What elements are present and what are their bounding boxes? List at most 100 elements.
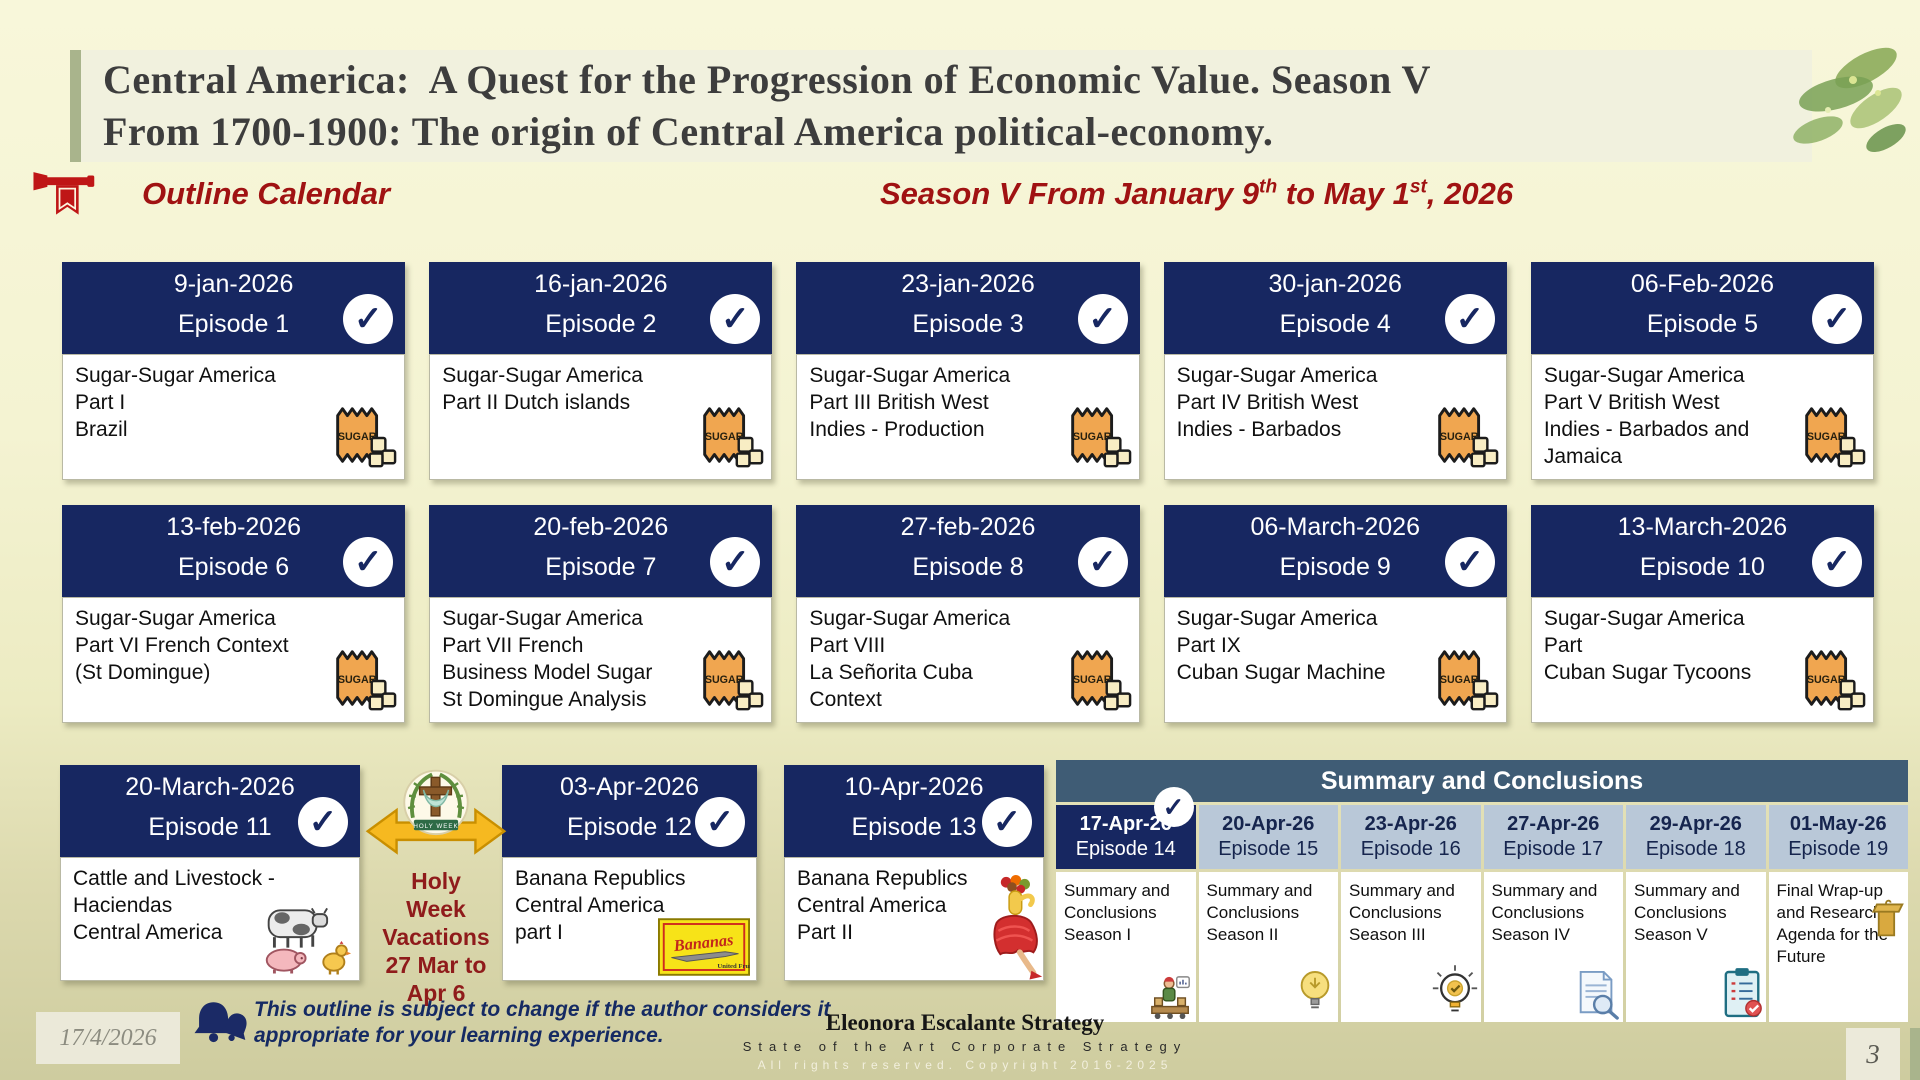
summary-date: 17-Apr-26 — [1079, 813, 1172, 835]
summary-date: 23-Apr-26 — [1364, 813, 1457, 835]
episode-description: Sugar-Sugar America Part III British Wes… — [809, 364, 1011, 441]
episode-card-header: 03-Apr-2026 Episode 12 ✓ — [502, 765, 757, 857]
summary-date: 29-Apr-26 — [1649, 813, 1742, 835]
episode-number: Episode 9 — [1279, 553, 1391, 581]
summary-column: 23-Apr-26 Episode 16 Summary and Conclus… — [1341, 805, 1481, 1022]
episode-card: 13-March-2026 Episode 10 ✓ Sugar-Sugar A… — [1530, 505, 1875, 723]
sugar-bag-icon: SUGAR — [326, 399, 398, 475]
episode-number: Episode 10 — [1639, 553, 1765, 581]
sugar-bag-icon: SUGAR — [693, 642, 765, 718]
svg-text:SUGAR: SUGAR — [338, 673, 377, 685]
summary-description: Final Wrap-up and Research Agenda for th… — [1776, 881, 1889, 967]
summary-column: 01-May-26 Episode 19 Final Wrap-up and R… — [1768, 805, 1908, 1022]
ordinal-suffix: st — [1409, 176, 1427, 198]
episode-description: Sugar-Sugar America Part IX Cuban Sugar … — [1176, 607, 1386, 684]
summary-episode: Episode 15 — [1218, 838, 1319, 860]
slide-title-line2: From 1700-1900: The origin of Central Am… — [103, 109, 1274, 154]
summary-date: 01-May-26 — [1789, 813, 1887, 835]
lightbulb-check-icon — [1431, 964, 1479, 1020]
episode-date: 27-feb-2026 — [900, 513, 1036, 541]
sugar-bag-icon: SUGAR — [1795, 399, 1867, 475]
svg-text:SUGAR: SUGAR — [1440, 673, 1479, 685]
episode-date: 30-jan-2026 — [1268, 270, 1402, 298]
summary-episode: Episode 19 — [1788, 838, 1889, 860]
title-band: Central America: A Quest for the Progres… — [70, 50, 1812, 162]
episode-body: Banana Republics Central America part I … — [502, 857, 764, 981]
episode-description: Sugar-Sugar America Part VIII La Señorit… — [809, 607, 1011, 711]
checkmark-icon: ✓ — [710, 294, 761, 344]
episode-body: Cattle and Livestock - Haciendas Central… — [60, 857, 360, 981]
summary-columns: 17-Apr-26 Episode 14 ✓ Summary and Concl… — [1056, 787, 1908, 1022]
episode-card-header: 10-Apr-2026 Episode 13 ✓ — [784, 765, 1044, 857]
lightbulb-icon — [1294, 966, 1336, 1020]
sugar-bag-icon: SUGAR — [1795, 642, 1867, 718]
episode-card-header: 13-March-2026 Episode 10 ✓ — [1530, 505, 1875, 597]
summary-description: Summary and Conclusions Season IV — [1491, 881, 1598, 945]
summary-column-header: 27-Apr-26 Episode 17 — [1483, 805, 1623, 869]
episode-date: 06-Feb-2026 — [1630, 270, 1774, 298]
summary-body: Summary and Conclusions Season IV — [1483, 872, 1623, 1022]
checkmark-icon: ✓ — [1077, 294, 1128, 344]
episode-card: 06-Feb-2026 Episode 5 ✓ Sugar-Sugar Amer… — [1530, 262, 1875, 480]
brand-name: Eleonora Escalante Strategy — [825, 1010, 1105, 1035]
footer-date-box: 17/4/2026 — [36, 1012, 180, 1064]
summary-column-header: 23-Apr-26 Episode 16 — [1341, 805, 1481, 869]
summary-body: Summary and Conclusions Season III — [1341, 872, 1481, 1022]
checkmark-icon: ✓ — [298, 797, 348, 847]
summary-column-header: 17-Apr-26 Episode 14 ✓ — [1056, 787, 1196, 869]
summary-column-header: 20-Apr-26 Episode 15 — [1198, 805, 1338, 869]
checkmark-icon: ✓ — [1812, 294, 1863, 344]
episode-body: Sugar-Sugar America Part II Dutch island… — [429, 354, 773, 480]
summary-date: 27-Apr-26 — [1507, 813, 1600, 835]
brand-block: Eleonora Escalante Strategy State of the… — [700, 1010, 1230, 1072]
episode-card-header: 23-jan-2026 Episode 3 ✓ — [796, 262, 1140, 354]
episode-number: Episode 1 — [178, 310, 290, 338]
episode-card-header: 06-Feb-2026 Episode 5 ✓ — [1530, 262, 1875, 354]
episode-number: Episode 6 — [178, 553, 290, 581]
season-heading: Season V From January 9th to May 1st, 20… — [880, 176, 1513, 212]
episode-card: 10-Apr-2026 Episode 13 ✓ Banana Republic… — [784, 765, 1044, 981]
brand-tagline: State of the Art Corporate Strategy — [742, 1039, 1188, 1054]
svg-text:SUGAR: SUGAR — [1072, 673, 1111, 685]
svg-text:SUGAR: SUGAR — [1072, 430, 1111, 442]
episode-card: 27-feb-2026 Episode 8 ✓ Sugar-Sugar Amer… — [796, 505, 1140, 723]
summary-column-header: 29-Apr-26 Episode 18 — [1626, 805, 1766, 869]
checkmark-icon: ✓ — [1444, 537, 1495, 587]
summary-description: Summary and Conclusions Season III — [1349, 881, 1455, 945]
summary-body: Summary and Conclusions Season II — [1198, 872, 1338, 1022]
episode-card: 13-feb-2026 Episode 6 ✓ Sugar-Sugar Amer… — [62, 505, 406, 723]
title-accent-bar — [70, 50, 81, 162]
brand-copyright: All rights reserved. Copyright 2016-2025 — [757, 1058, 1173, 1072]
episode-date: 13-March-2026 — [1617, 513, 1788, 541]
episode-date: 06-March-2026 — [1250, 513, 1420, 541]
season-heading-text: to May 1 — [1277, 176, 1410, 211]
summary-title: Summary and Conclusions — [1056, 760, 1908, 802]
holy-week-block: HOLY WEEK Holy Week Vacations 27 Mar to … — [362, 762, 510, 1007]
document-magnifier-icon — [1573, 968, 1621, 1020]
episode-date: 20-feb-2026 — [533, 513, 669, 541]
factory-worker-icon — [1148, 974, 1194, 1020]
svg-text:SUGAR: SUGAR — [338, 430, 377, 442]
episode-body: Sugar-Sugar America Part Cuban Sugar Tyc… — [1530, 597, 1875, 723]
page-number: 3 — [1846, 1028, 1900, 1080]
episode-body: Banana Republics Central America Part II — [784, 857, 1044, 981]
episode-card-header: 16-jan-2026 Episode 2 ✓ — [429, 262, 773, 354]
episode-date: 9-jan-2026 — [173, 270, 294, 298]
episode-description: Banana Republics Central America part I — [515, 867, 686, 944]
svg-text:SUGAR: SUGAR — [1807, 430, 1846, 442]
episode-description: Sugar-Sugar America Part IV British West… — [1176, 364, 1378, 441]
episode-description: Sugar-Sugar America Part I Brazil — [75, 364, 276, 441]
episode-number: Episode 13 — [851, 813, 977, 841]
episode-description: Banana Republics Central America Part II — [797, 867, 968, 944]
summary-body: Summary and Conclusions Season V — [1626, 872, 1766, 1022]
footer-note-line1: This outline is subject to change if the… — [254, 998, 831, 1021]
episode-card: 06-March-2026 Episode 9 ✓ Sugar-Sugar Am… — [1163, 505, 1507, 723]
checkmark-icon: ✓ — [1153, 787, 1194, 827]
summary-episode: Episode 14 — [1075, 838, 1176, 860]
summary-column: 29-Apr-26 Episode 18 Summary and Conclus… — [1626, 805, 1766, 1022]
svg-text:United Fruit Co: United Fruit Co — [717, 963, 750, 970]
episode-description: Sugar-Sugar America Part Cuban Sugar Tyc… — [1543, 607, 1752, 684]
season-heading-text: Season V From January 9 — [880, 176, 1260, 211]
episode-number: Episode 2 — [545, 310, 657, 338]
